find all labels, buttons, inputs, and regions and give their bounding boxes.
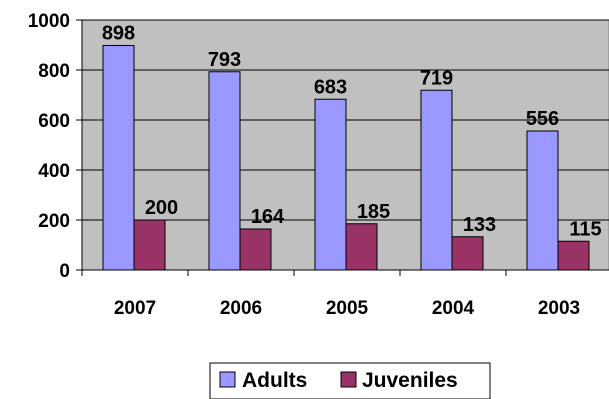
- bar-adults-2003: [526, 130, 559, 271]
- bar-juveniles-2003: [557, 240, 590, 271]
- x-tick-label: 2006: [220, 298, 262, 319]
- data-label-juveniles-2004: 133: [463, 214, 496, 236]
- data-label-adults-2003: 556: [526, 108, 559, 130]
- data-label-juveniles-2003: 115: [569, 218, 601, 240]
- y-tick-label: 200: [38, 211, 70, 232]
- legend-swatch-juveniles: [340, 371, 357, 388]
- x-tick-label: 2003: [538, 298, 580, 319]
- bar-juveniles-2006: [239, 228, 272, 271]
- bar-adults-2005: [314, 98, 347, 271]
- y-axis: 0 200 400 600 800 1000: [28, 11, 83, 282]
- y-tick-label: 400: [38, 161, 70, 182]
- bar-juveniles-2004: [451, 236, 484, 271]
- legend-label-adults: Adults: [242, 369, 307, 392]
- y-tick-label: 0: [59, 261, 70, 282]
- y-tick-label: 800: [38, 61, 70, 82]
- x-tick-label: 2005: [326, 298, 369, 319]
- legend-label-juveniles: Juveniles: [362, 369, 458, 392]
- bars: [102, 45, 590, 271]
- y-tick-label: 1000: [28, 11, 70, 32]
- data-label-juveniles-2005: 185: [357, 201, 390, 223]
- data-label-adults-2004: 719: [420, 67, 453, 89]
- data-label-juveniles-2007: 200: [145, 197, 178, 219]
- legend: Adults Juveniles: [209, 362, 491, 399]
- bar-adults-2004: [420, 89, 453, 271]
- bar-adults-2007: [102, 45, 135, 271]
- data-label-juveniles-2006: 164: [251, 206, 285, 228]
- data-label-adults-2005: 683: [314, 76, 347, 98]
- data-label-adults-2006: 793: [208, 49, 241, 71]
- bar-juveniles-2007: [133, 219, 166, 271]
- y-tick-label: 600: [38, 111, 70, 132]
- x-tick-label: 2007: [114, 298, 156, 319]
- data-labels: 898 793 683 719 556 200 164 185 133 115: [102, 23, 602, 241]
- bar-adults-2006: [208, 71, 241, 271]
- x-axis: 2007 2006 2005 2004 2003: [81, 269, 609, 319]
- data-label-adults-2007: 898: [102, 23, 135, 45]
- x-tick-label: 2004: [432, 298, 475, 319]
- legend-swatch-adults: [219, 371, 236, 388]
- bar-juveniles-2005: [345, 223, 378, 271]
